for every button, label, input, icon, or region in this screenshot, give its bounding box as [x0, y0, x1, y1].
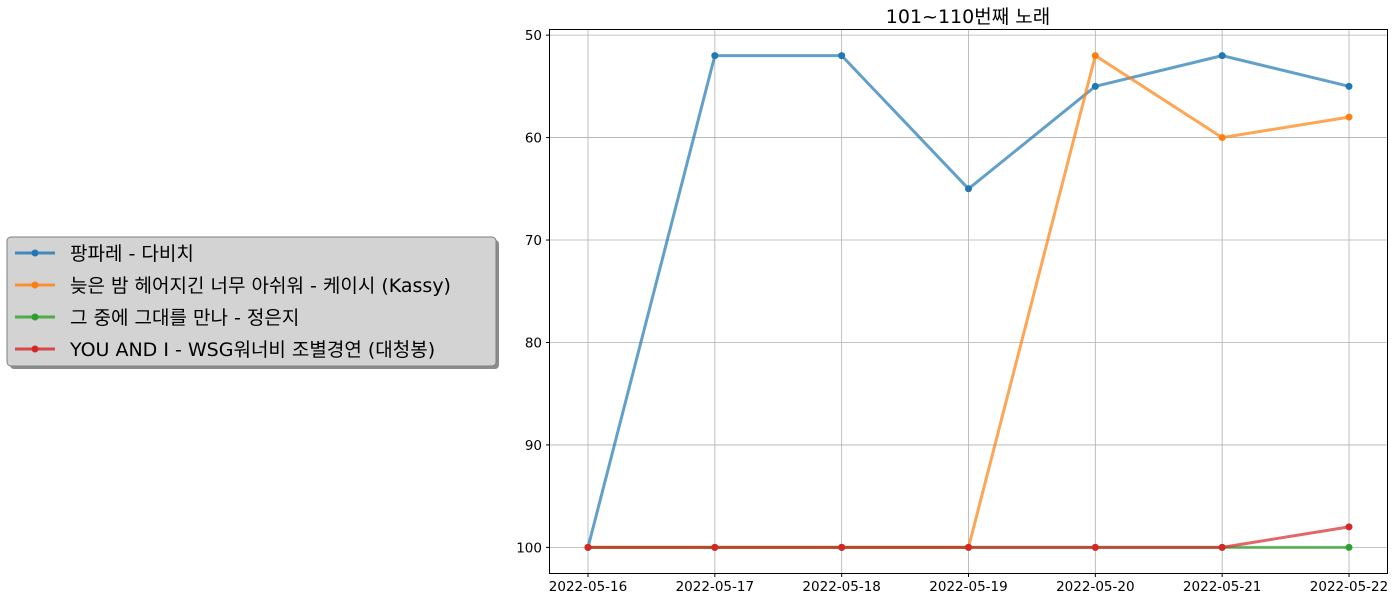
- data-point: [1091, 543, 1099, 551]
- legend-swatch-marker: [31, 281, 39, 289]
- legend-swatch-marker: [31, 249, 39, 257]
- data-point: [1218, 134, 1226, 142]
- data-point: [1345, 543, 1353, 551]
- data-point: [1218, 543, 1226, 551]
- y-tick-label: 90: [525, 438, 542, 454]
- data-point: [711, 543, 719, 551]
- data-point: [1091, 82, 1099, 90]
- legend-box: [6, 236, 497, 367]
- series-group: [584, 52, 1353, 551]
- y-tick-label: 60: [525, 131, 542, 147]
- data-point: [965, 543, 972, 551]
- y-tick-label: 80: [525, 335, 542, 351]
- legend-entry: 그 중에 그대를 만나 - 정은지: [15, 307, 299, 329]
- chart-title: 101~110번째 노래: [886, 6, 1050, 28]
- legend-label: 그 중에 그대를 만나 - 정은지: [70, 307, 299, 329]
- x-tick-label: 2022-05-21: [1183, 579, 1261, 595]
- y-tick-label: 50: [525, 28, 542, 44]
- x-tick-label: 2022-05-17: [676, 579, 754, 595]
- data-point: [711, 52, 719, 60]
- x-tick-label: 2022-05-22: [1310, 579, 1388, 595]
- data-point: [965, 185, 972, 193]
- legend-swatch-marker: [31, 313, 39, 321]
- data-point: [1345, 113, 1353, 121]
- legend-swatch-marker: [31, 345, 39, 353]
- data-point: [1345, 82, 1353, 90]
- legend-entry: 늦은 밤 헤어지긴 너무 아쉬워 - 케이시 (Kassy): [15, 275, 451, 297]
- x-tick-label: 2022-05-19: [929, 579, 1007, 595]
- x-tick-label: 2022-05-20: [1056, 579, 1134, 595]
- series-1: [584, 52, 1353, 551]
- grid: [550, 30, 1387, 573]
- data-point: [838, 543, 846, 551]
- data-point: [838, 52, 846, 60]
- y-tick-label: 100: [516, 540, 542, 556]
- x-tick-label: 2022-05-18: [802, 579, 880, 595]
- legend-label: YOU AND I - WSG워너비 조별경연 (대청봉): [69, 339, 435, 361]
- axes: 2022-05-16 2022-05-17 2022-05-18 2022-05-19…: [516, 28, 1388, 595]
- data-point: [1218, 52, 1226, 60]
- legend-label: 늦은 밤 헤어지긴 너무 아쉬워 - 케이시 (Kassy): [70, 275, 451, 297]
- x-tick-label: 2022-05-16: [549, 579, 627, 595]
- legend-entry: YOU AND I - WSG워너비 조별경연 (대청봉): [15, 339, 435, 361]
- data-point: [1345, 523, 1353, 531]
- legend-entry: 팡파레 - 다비치: [15, 243, 194, 265]
- data-point: [1091, 52, 1099, 60]
- series-4: [584, 523, 1353, 551]
- legend-label: 팡파레 - 다비치: [70, 243, 194, 265]
- y-tick-label: 70: [525, 233, 542, 249]
- data-point: [584, 543, 592, 551]
